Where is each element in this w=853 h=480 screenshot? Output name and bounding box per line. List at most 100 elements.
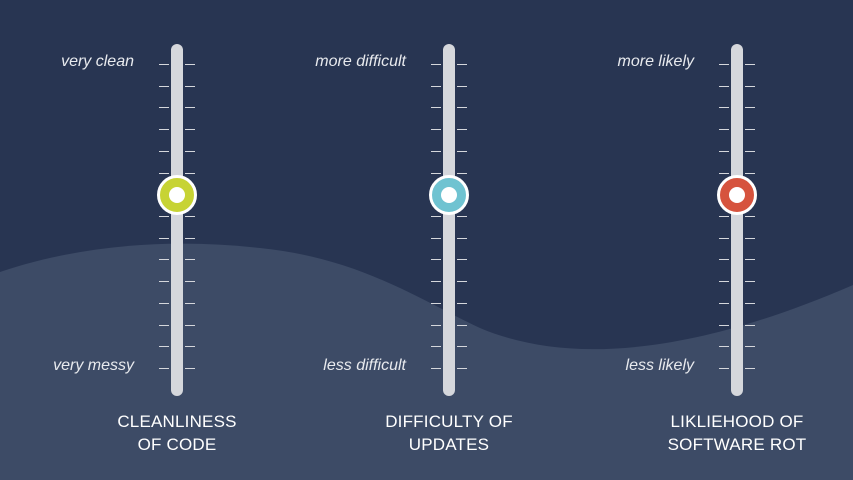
tick-mark bbox=[431, 281, 441, 283]
title-line-1: DIFFICULTY OF bbox=[385, 412, 513, 431]
tick-mark bbox=[457, 85, 467, 87]
tick-mark bbox=[159, 172, 169, 174]
tick-mark bbox=[185, 64, 195, 65]
meter-title: CLEANLINESS OF CODE bbox=[77, 410, 277, 456]
tick-mark bbox=[431, 216, 441, 217]
tick-mark bbox=[457, 346, 467, 348]
tick-mark bbox=[745, 237, 755, 239]
tick-mark bbox=[457, 129, 467, 131]
tick-mark bbox=[159, 324, 169, 326]
tick-mark bbox=[457, 324, 467, 326]
tick-mark bbox=[457, 107, 467, 109]
top-label: very clean bbox=[61, 53, 134, 70]
slider-track[interactable] bbox=[171, 44, 183, 396]
meter-title: DIFFICULTY OF UPDATES bbox=[349, 410, 549, 456]
tick-mark bbox=[431, 346, 441, 348]
tick-mark bbox=[719, 324, 729, 326]
tick-mark bbox=[185, 107, 195, 109]
tick-mark bbox=[431, 237, 441, 239]
tick-mark bbox=[457, 259, 467, 261]
tick-mark bbox=[745, 216, 755, 217]
knob-center-dot bbox=[169, 186, 185, 203]
tick-mark bbox=[431, 129, 441, 131]
tick-mark bbox=[185, 85, 195, 87]
tick-mark bbox=[185, 346, 195, 348]
tick-mark bbox=[745, 346, 755, 348]
tick-mark bbox=[431, 85, 441, 87]
title-line-1: CLEANLINESS bbox=[117, 412, 237, 431]
tick-mark bbox=[431, 64, 441, 65]
tick-mark bbox=[457, 237, 467, 239]
tick-mark bbox=[431, 172, 441, 174]
tick-mark bbox=[159, 107, 169, 109]
tick-mark bbox=[745, 281, 755, 283]
tick-mark bbox=[745, 150, 755, 152]
tick-mark bbox=[185, 237, 195, 239]
tick-mark bbox=[159, 216, 169, 217]
tick-mark bbox=[431, 107, 441, 109]
tick-mark bbox=[745, 172, 755, 174]
tick-mark bbox=[457, 281, 467, 283]
slider-knob[interactable] bbox=[157, 174, 197, 215]
tick-mark bbox=[719, 259, 729, 261]
tick-mark bbox=[719, 150, 729, 152]
tick-mark bbox=[457, 216, 467, 217]
tick-mark bbox=[745, 302, 755, 304]
tick-mark bbox=[431, 324, 441, 326]
bottom-label: very messy bbox=[53, 357, 134, 374]
knob-center-dot bbox=[729, 186, 745, 203]
tick-mark bbox=[745, 368, 755, 369]
title-line-2: OF CODE bbox=[137, 435, 217, 454]
tick-mark bbox=[185, 368, 195, 369]
slider-knob[interactable] bbox=[717, 174, 757, 215]
slider-track[interactable] bbox=[731, 44, 743, 396]
tick-mark bbox=[719, 237, 729, 239]
tick-mark bbox=[185, 150, 195, 152]
tick-mark bbox=[745, 85, 755, 87]
tick-mark bbox=[159, 150, 169, 152]
tick-mark bbox=[431, 302, 441, 304]
tick-mark bbox=[159, 259, 169, 261]
tick-mark bbox=[719, 172, 729, 174]
tick-mark bbox=[185, 172, 195, 174]
tick-mark bbox=[745, 64, 755, 65]
tick-mark bbox=[159, 302, 169, 304]
title-line-1: LIKLIEHOOD OF bbox=[670, 412, 804, 431]
slider-track[interactable] bbox=[443, 44, 455, 396]
tick-mark bbox=[719, 129, 729, 131]
tick-mark bbox=[719, 64, 729, 65]
tick-mark bbox=[719, 216, 729, 217]
tick-mark bbox=[719, 368, 729, 369]
tick-mark bbox=[431, 259, 441, 261]
tick-mark bbox=[745, 259, 755, 261]
tick-mark bbox=[457, 172, 467, 174]
slider-knob[interactable] bbox=[429, 174, 469, 215]
tick-mark bbox=[719, 346, 729, 348]
tick-mark bbox=[185, 129, 195, 131]
title-line-2: UPDATES bbox=[408, 435, 490, 454]
tick-mark bbox=[159, 368, 169, 369]
tick-mark bbox=[159, 129, 169, 131]
bottom-label: less likely bbox=[625, 357, 694, 374]
knob-center-dot bbox=[441, 186, 457, 203]
tick-mark bbox=[159, 85, 169, 87]
title-line-2: SOFTWARE ROT bbox=[667, 435, 807, 454]
tick-mark bbox=[185, 302, 195, 304]
meter-title: LIKLIEHOOD OF SOFTWARE ROT bbox=[637, 410, 837, 456]
tick-mark bbox=[431, 368, 441, 369]
tick-mark bbox=[185, 216, 195, 217]
bottom-label: less difficult bbox=[323, 357, 406, 374]
tick-mark bbox=[431, 150, 441, 152]
tick-mark bbox=[719, 302, 729, 304]
tick-mark bbox=[457, 368, 467, 369]
tick-mark bbox=[457, 64, 467, 65]
tick-mark bbox=[457, 150, 467, 152]
tick-mark bbox=[745, 107, 755, 109]
tick-mark bbox=[159, 346, 169, 348]
tick-mark bbox=[719, 107, 729, 109]
tick-mark bbox=[185, 324, 195, 326]
top-label: more likely bbox=[617, 53, 694, 70]
tick-mark bbox=[719, 281, 729, 283]
